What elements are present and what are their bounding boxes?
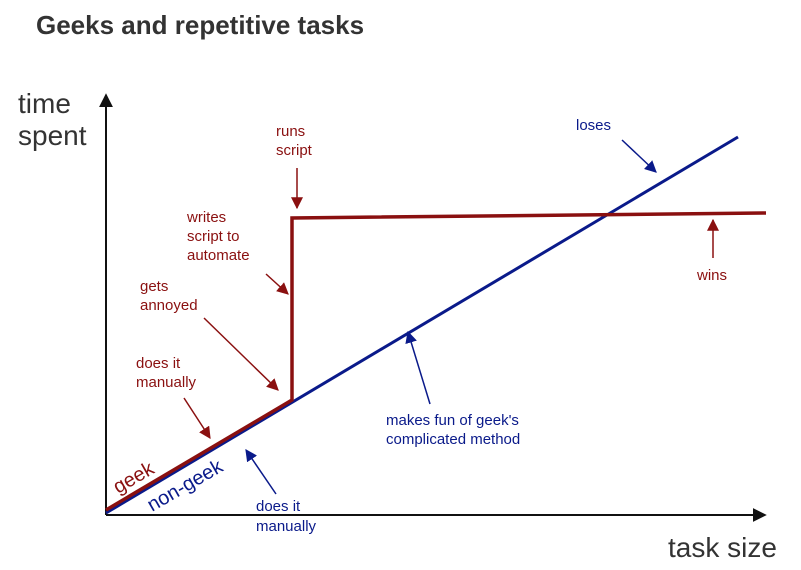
gets-annoyed-annotation: gets annoyed xyxy=(140,278,279,391)
annotation-arrow xyxy=(621,139,657,173)
y-axis-label-line2: spent xyxy=(18,120,87,151)
svg-text:script: script xyxy=(276,142,313,159)
svg-text:makes fun of geek's: makes fun of geek's xyxy=(386,412,519,429)
annotation-line: automate xyxy=(187,247,250,264)
annotation-line: complicated method xyxy=(386,431,520,448)
annotation-line: manually xyxy=(136,374,197,391)
non-geek-does-it-manually-annotation: does it manually xyxy=(245,449,317,535)
y-axis-label-line1: time xyxy=(18,88,71,119)
annotation-line: manually xyxy=(256,518,317,535)
annotation-arrow xyxy=(405,330,431,405)
annotation-arrow xyxy=(203,317,279,391)
svg-text:runs: runs xyxy=(276,123,305,140)
annotation-line: does it xyxy=(136,355,181,372)
svg-text:gets: gets xyxy=(140,278,168,295)
writes-script-annotation: writes script to automate xyxy=(186,209,289,295)
runs-script-annotation: runs script xyxy=(276,123,313,210)
annotation-line: wins xyxy=(696,267,727,284)
annotation-line: writes xyxy=(186,209,226,226)
geek-does-it-manually-annotation: does it manually xyxy=(136,355,211,440)
annotation-line: runs xyxy=(276,123,305,140)
geek-line xyxy=(105,211,767,512)
non-geek-line xyxy=(105,135,739,515)
annotation-arrow xyxy=(245,449,277,495)
annotation-arrow xyxy=(183,397,211,440)
x-axis-label: task size xyxy=(668,532,777,563)
svg-text:annoyed: annoyed xyxy=(140,297,198,314)
svg-text:script to: script to xyxy=(187,228,240,245)
annotation-line: annoyed xyxy=(140,297,198,314)
svg-text:does it: does it xyxy=(136,355,181,372)
annotation-arrow xyxy=(265,273,289,295)
makes-fun-annotation: makes fun of geek's complicated method xyxy=(386,330,520,448)
page-title: Geeks and repetitive tasks xyxy=(36,10,365,40)
wins-annotation: wins xyxy=(696,218,727,284)
annotation-line: loses xyxy=(576,117,611,134)
svg-text:does it: does it xyxy=(256,498,301,515)
loses-annotation: loses xyxy=(576,117,657,173)
svg-text:writes: writes xyxy=(186,209,226,226)
annotation-line: makes fun of geek's xyxy=(386,412,519,429)
svg-text:complicated method: complicated method xyxy=(386,431,520,448)
svg-text:manually: manually xyxy=(136,374,197,391)
annotation-line: script xyxy=(276,142,313,159)
annotation-line: does it xyxy=(256,498,301,515)
annotation-line: script to xyxy=(187,228,240,245)
svg-text:manually: manually xyxy=(256,518,317,535)
annotation-line: gets xyxy=(140,278,168,295)
svg-text:automate: automate xyxy=(187,247,250,264)
